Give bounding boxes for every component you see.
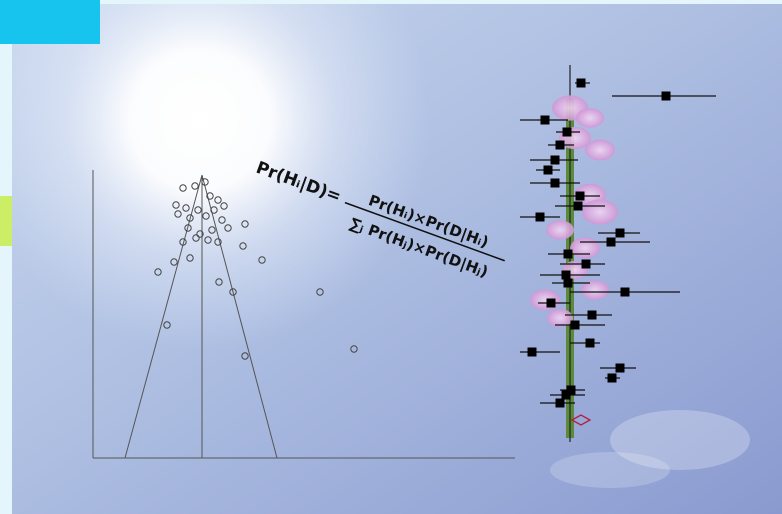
study-estimate <box>662 92 671 101</box>
study-estimate <box>616 364 625 373</box>
flower-petal <box>546 220 574 240</box>
study-estimate <box>576 192 585 201</box>
study-estimate <box>536 213 545 222</box>
study-estimate <box>562 271 571 280</box>
study-estimate <box>571 321 580 330</box>
study-estimate <box>562 391 571 400</box>
side-block <box>0 196 12 246</box>
flower-petal <box>570 238 600 259</box>
study-estimate <box>588 311 597 320</box>
study-estimate <box>564 250 573 259</box>
study-estimate <box>551 179 560 188</box>
study-estimate <box>544 166 553 175</box>
study-estimate <box>556 399 565 408</box>
corner-block <box>0 0 100 44</box>
study-estimate <box>574 202 583 211</box>
cloud <box>550 452 670 488</box>
study-estimate <box>564 279 573 288</box>
study-estimate <box>607 238 616 247</box>
study-estimate <box>541 116 550 125</box>
study-estimate <box>556 141 565 150</box>
study-estimate <box>608 374 617 383</box>
study-estimate <box>563 128 572 137</box>
study-estimate <box>582 260 591 269</box>
study-estimate <box>528 348 537 357</box>
flower-petal <box>576 108 604 128</box>
page: Pr(Hᵢ|D)= Pr(Hᵢ)×Pr(D|Hᵢ) ∑ⱼ Pr(Hⱼ)×Pr(D… <box>0 0 782 514</box>
flower-petal <box>547 309 573 327</box>
study-estimate <box>547 299 556 308</box>
study-estimate <box>616 229 625 238</box>
flower-petal <box>582 199 618 224</box>
study-estimate <box>621 288 630 297</box>
study-estimate <box>551 156 560 165</box>
study-estimate <box>586 339 595 348</box>
study-estimate <box>577 79 586 88</box>
flower-petal <box>585 140 615 161</box>
scene: Pr(Hᵢ|D)= Pr(Hᵢ)×Pr(D|Hᵢ) ∑ⱼ Pr(Hⱼ)×Pr(D… <box>0 0 782 514</box>
